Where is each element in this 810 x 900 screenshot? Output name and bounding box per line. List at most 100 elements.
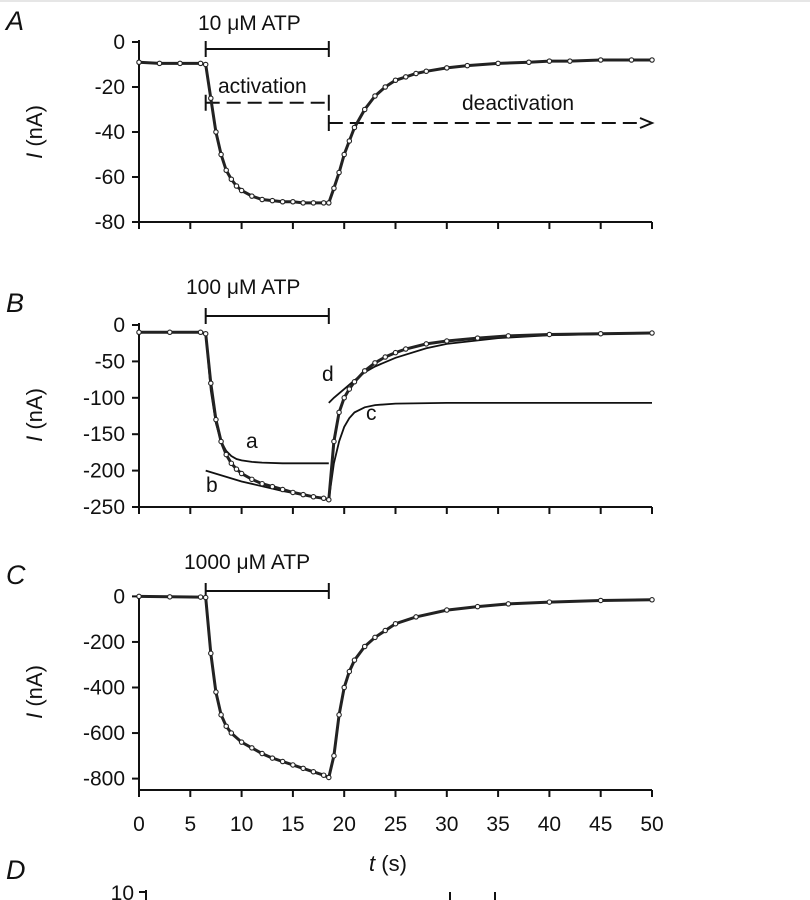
- data-point: [474, 603, 481, 610]
- data-point: [228, 460, 235, 467]
- data-point: [300, 765, 306, 772]
- data-point: [341, 151, 347, 158]
- data-point: [238, 739, 245, 745]
- data-point: [546, 599, 553, 605]
- data-point: [464, 62, 471, 69]
- data-point: [320, 200, 327, 206]
- data-point: [372, 634, 378, 641]
- panel-c-ytick-label: -200: [83, 631, 125, 654]
- data-point: [326, 774, 332, 781]
- data-point: [336, 409, 342, 416]
- panel-b-ytick-label: -200: [83, 460, 125, 483]
- data-point: [218, 712, 224, 718]
- data-point: [202, 61, 209, 68]
- data-point: [269, 197, 276, 204]
- data-point: [259, 480, 265, 487]
- data-point: [351, 124, 358, 131]
- x-tick-label: 30: [435, 813, 458, 836]
- data-point: [167, 594, 173, 600]
- panel-a-letter: A: [4, 6, 24, 36]
- data-point: [546, 58, 553, 64]
- data-point: [392, 349, 399, 356]
- panel-a-plot: 0 -20 -40 -60 -80: [95, 31, 655, 234]
- data-point: [279, 758, 286, 765]
- data-point: [346, 386, 353, 392]
- deactivation-arrowhead: [639, 117, 655, 129]
- data-point: [177, 60, 183, 67]
- fit-label-c: c: [366, 402, 377, 425]
- data-point: [597, 330, 604, 337]
- data-point: [546, 331, 553, 338]
- panel-c-letter: C: [6, 560, 26, 590]
- fit-label-b: b: [206, 474, 218, 497]
- x-tick-label: 10: [230, 813, 253, 836]
- data-point: [223, 723, 229, 729]
- data-point: [597, 57, 604, 63]
- data-point: [444, 338, 450, 344]
- data-point: [382, 84, 388, 90]
- data-point: [423, 341, 430, 347]
- data-point: [249, 476, 255, 483]
- data-point: [269, 483, 276, 490]
- data-point: [326, 496, 332, 503]
- data-point: [649, 57, 655, 63]
- data-point: [505, 333, 512, 339]
- data-point: [259, 196, 265, 203]
- data-point: [279, 199, 286, 205]
- data-point: [649, 330, 655, 336]
- data-point: [218, 151, 224, 158]
- data-point: [444, 607, 450, 613]
- data-point: [341, 395, 347, 401]
- data-point: [526, 59, 532, 65]
- data-point: [413, 70, 419, 77]
- data-point: [290, 489, 296, 496]
- activation-label: activation: [218, 75, 307, 98]
- panel-c-ylabel: I (nA): [22, 665, 47, 719]
- panel-c-annotation: 1000 μM ATP: [184, 551, 310, 574]
- data-point: [336, 169, 342, 176]
- panel-d-ytick-label: 10: [111, 882, 134, 900]
- data-point: [249, 745, 255, 751]
- data-point: [351, 657, 358, 663]
- panel-b: B 100 μM ATP I (nA) a b c d: [6, 276, 377, 497]
- panel-b-letter: B: [6, 288, 24, 318]
- data-point: [213, 416, 219, 423]
- data-point: [197, 60, 204, 67]
- data-point: [290, 199, 296, 205]
- panel-b-ytick-label: 0: [113, 314, 125, 337]
- fit-curve-c: [327, 402, 652, 500]
- data-point: [326, 200, 332, 206]
- panel-c-plot: 0 -200 -400 -600 -800 0 5 10 15 20 25 30 35 40 45 50: [83, 583, 664, 836]
- data-point: [392, 77, 399, 84]
- data-point: [213, 129, 219, 135]
- data-point: [310, 494, 317, 500]
- panel-d-letter: D: [6, 855, 26, 885]
- data-point: [403, 74, 409, 80]
- x-tick-label: 25: [384, 813, 407, 836]
- panel-c-ytick-label: 0: [113, 585, 125, 608]
- data-point: [331, 185, 337, 192]
- panel-a-ytick-label: -40: [95, 121, 125, 144]
- data-point: [228, 176, 235, 183]
- data-point: [279, 486, 286, 493]
- data-point: [208, 380, 214, 386]
- data-point: [361, 368, 368, 374]
- data-point: [382, 354, 388, 360]
- data-point: [392, 620, 399, 627]
- panel-c: C 1000 μM ATP I (nA) t (s): [6, 551, 407, 876]
- data-point: [208, 95, 214, 102]
- panel-a-ytick-label: 0: [113, 31, 125, 54]
- data-point: [474, 335, 481, 341]
- panel-a-annotation: 10 μM ATP: [198, 12, 301, 35]
- panel-b-ytick-label: -50: [95, 350, 125, 373]
- data-point: [208, 650, 214, 657]
- data-point: [351, 379, 358, 385]
- data-point: [310, 769, 317, 775]
- data-point: [505, 601, 512, 607]
- data-point: [413, 614, 419, 620]
- data-point: [136, 59, 142, 65]
- panel-a-ytick-label: -80: [95, 211, 125, 234]
- data-point: [423, 68, 430, 75]
- data-point: [346, 668, 353, 675]
